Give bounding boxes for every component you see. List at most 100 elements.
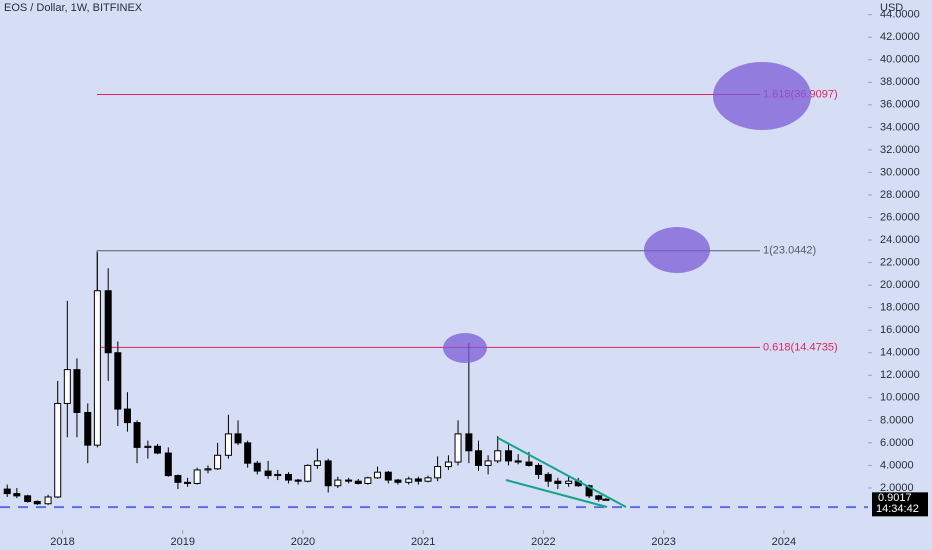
candle-body bbox=[133, 422, 141, 448]
y-tick-label: 18.0000 bbox=[880, 302, 920, 314]
candle-body bbox=[345, 479, 353, 482]
candle-body bbox=[554, 480, 562, 484]
y-tick-label: 16.0000 bbox=[880, 324, 920, 336]
candle-body bbox=[204, 468, 212, 471]
candle-body bbox=[244, 442, 252, 464]
candle-body bbox=[354, 480, 362, 484]
candle-body bbox=[264, 470, 272, 477]
candle-body bbox=[114, 352, 122, 410]
candle-body bbox=[104, 290, 112, 354]
x-tick-label: 2022 bbox=[531, 536, 555, 548]
y-tick-label: 22.0000 bbox=[880, 256, 920, 268]
candle-body bbox=[274, 473, 282, 477]
y-tick-label: 40.0000 bbox=[880, 54, 920, 66]
y-tick-label: 36.0000 bbox=[880, 99, 920, 111]
candle-body bbox=[595, 495, 603, 500]
candle-body bbox=[565, 480, 573, 484]
x-tick-label: 2018 bbox=[50, 536, 74, 548]
candle-body bbox=[405, 478, 413, 483]
candle-body bbox=[544, 473, 552, 482]
candle-body bbox=[334, 479, 342, 487]
candle-body bbox=[224, 433, 232, 456]
trendline bbox=[497, 437, 627, 508]
candle-body bbox=[514, 460, 522, 463]
y-tick-label: 10.0000 bbox=[880, 392, 920, 404]
candle-body bbox=[474, 450, 482, 466]
candle-body bbox=[444, 461, 452, 468]
x-tick-label: 2024 bbox=[772, 536, 796, 548]
candle-body bbox=[373, 471, 381, 479]
candle-body bbox=[13, 493, 21, 497]
chart-title: EOS / Dollar, 1W, BITFINEX bbox=[4, 2, 143, 14]
candle-body bbox=[602, 498, 610, 501]
candle-body bbox=[214, 454, 222, 470]
candle-body bbox=[174, 475, 182, 483]
y-tick-label: 42.0000 bbox=[880, 31, 920, 43]
y-axis-label: USD bbox=[880, 2, 903, 14]
candle-body bbox=[313, 460, 321, 466]
trendline bbox=[505, 479, 608, 508]
candle-body bbox=[73, 369, 81, 413]
x-tick-label: 2019 bbox=[170, 536, 194, 548]
y-tick-label: 26.0000 bbox=[880, 211, 920, 223]
y-tick-label: 2.0000 bbox=[880, 482, 914, 494]
candle-body bbox=[234, 433, 242, 444]
candle-body bbox=[54, 402, 62, 498]
fib-level-label: 0.618(14.4735) bbox=[763, 341, 838, 353]
highlight-ellipse bbox=[713, 62, 811, 130]
last-price-label: 0.9017 bbox=[878, 492, 912, 504]
candle-body bbox=[484, 460, 492, 466]
candle-body bbox=[294, 479, 302, 482]
candle-body bbox=[525, 461, 533, 466]
candle-body bbox=[44, 496, 52, 505]
candle-body bbox=[123, 408, 131, 424]
x-tick-label: 2021 bbox=[411, 536, 435, 548]
candle-body bbox=[414, 478, 422, 482]
candle-body bbox=[84, 411, 92, 446]
y-tick-label: 44.0000 bbox=[880, 9, 920, 21]
y-tick-label: 12.0000 bbox=[880, 369, 920, 381]
y-tick-label: 32.0000 bbox=[880, 144, 920, 156]
candle-body bbox=[424, 477, 432, 482]
candle-body bbox=[394, 479, 402, 483]
x-tick-label: 2020 bbox=[291, 536, 315, 548]
candle-body bbox=[93, 290, 101, 446]
fib-level-label: 1(23.0442) bbox=[763, 245, 816, 257]
candle-body bbox=[184, 481, 192, 484]
y-tick-label: 6.0000 bbox=[880, 437, 914, 449]
y-tick-label: 34.0000 bbox=[880, 121, 920, 133]
candle-body bbox=[505, 450, 513, 462]
candle-body bbox=[63, 369, 71, 404]
y-tick-label: 28.0000 bbox=[880, 189, 920, 201]
candle-body bbox=[153, 445, 161, 454]
y-tick-label: 4.0000 bbox=[880, 459, 914, 471]
highlight-ellipse bbox=[644, 227, 710, 273]
y-tick-label: 8.0000 bbox=[880, 414, 914, 426]
y-tick-label: 24.0000 bbox=[880, 234, 920, 246]
candle-body bbox=[585, 485, 593, 497]
candle-body bbox=[304, 464, 312, 482]
candle-body bbox=[3, 488, 11, 495]
y-tick-label: 20.0000 bbox=[880, 279, 920, 291]
plot: 2.0000 4.0000 6.0000 8.0000 10.0000 12.0000 14… bbox=[0, 9, 920, 548]
candle-body bbox=[454, 433, 462, 463]
candle-body bbox=[285, 473, 293, 481]
candle-body bbox=[364, 477, 372, 484]
y-tick-label: 38.0000 bbox=[880, 76, 920, 88]
candle-body bbox=[33, 500, 41, 505]
countdown-label: 14:34:42 bbox=[876, 503, 919, 515]
candle-body bbox=[164, 452, 172, 477]
candle-body bbox=[535, 464, 543, 475]
candle-body bbox=[324, 460, 332, 487]
candle-body bbox=[434, 466, 442, 479]
candle-body bbox=[384, 471, 392, 481]
y-tick-label: 30.0000 bbox=[880, 166, 920, 178]
candle-body bbox=[144, 445, 152, 448]
candle-body bbox=[494, 450, 502, 462]
candle-body bbox=[193, 469, 201, 484]
candle-body bbox=[465, 433, 473, 452]
candle-body bbox=[24, 495, 32, 502]
candle-body bbox=[253, 462, 261, 472]
y-tick-label: 14.0000 bbox=[880, 347, 920, 359]
